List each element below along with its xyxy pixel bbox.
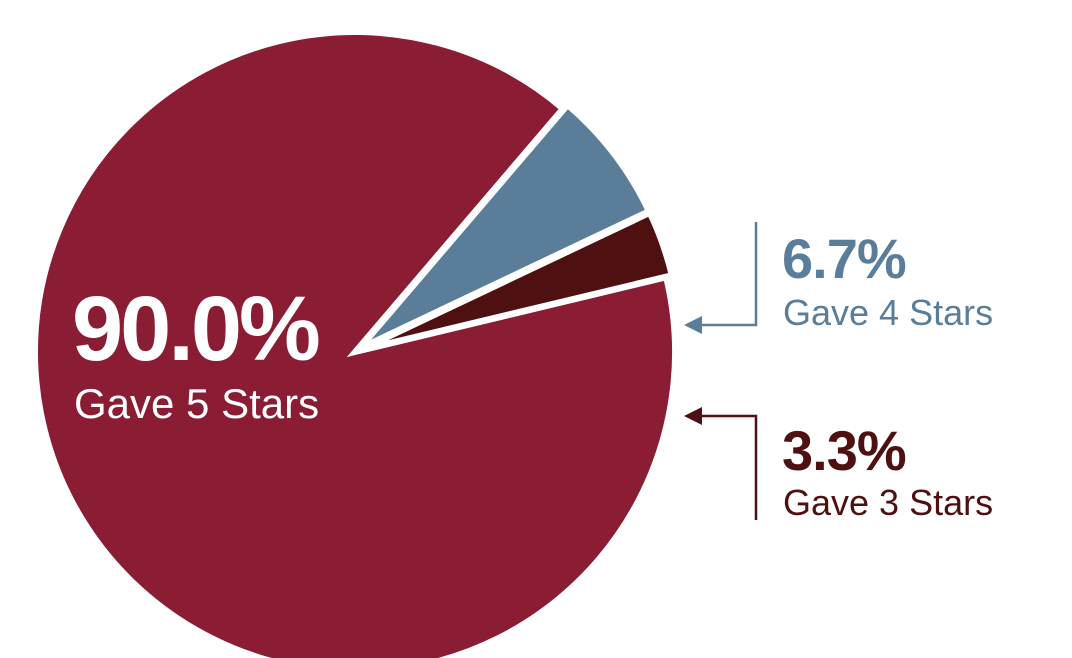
arrow-icon-3-stars <box>684 407 702 425</box>
pie-slice-gave-5-stars <box>32 29 678 658</box>
callout-line-3-stars <box>698 414 758 520</box>
callout-line-4-stars <box>698 222 758 327</box>
slice-label-3-stars: Gave 3 Stars <box>783 482 993 523</box>
pie-slice-gave-4-stars <box>357 100 653 352</box>
slice-percent-4-stars: 6.7% <box>782 227 906 290</box>
pie-slices <box>32 29 678 658</box>
slice-percent-3-stars: 3.3% <box>782 419 906 482</box>
pie-slice-gave-3-stars <box>359 208 676 353</box>
arrow-icon-4-stars <box>684 316 702 334</box>
slice-label-5-stars: Gave 5 Stars <box>74 380 319 427</box>
slice-percent-5-stars: 90.0% <box>72 278 319 380</box>
slice-label-4-stars: Gave 4 Stars <box>783 292 993 333</box>
